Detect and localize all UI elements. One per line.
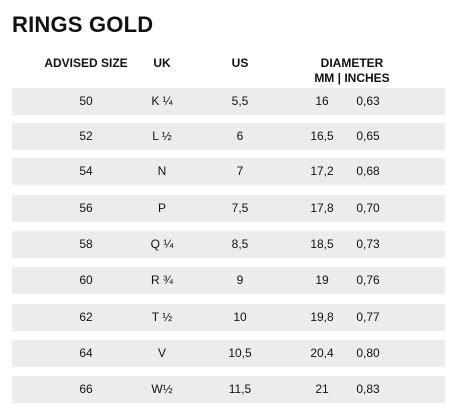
cell-us: 7,5: [231, 201, 249, 215]
cell-uk: K ¼: [151, 94, 173, 108]
header-diameter: DIAMETER: [320, 56, 384, 70]
table-row: 54 N 7 17,2 0,68: [12, 158, 445, 185]
table-row: 56 P 7,5 17,8 0,70: [12, 195, 445, 222]
cell-advised-size: 62: [79, 310, 93, 324]
cell-us: 7: [236, 164, 244, 178]
cell-uk: Q ¼: [150, 237, 174, 251]
cell-inches: 0,65: [356, 129, 380, 143]
cell-mm: 19,8: [310, 310, 334, 324]
cell-advised-size: 50: [79, 94, 93, 108]
table-row: 60 R ¾ 9 19 0,76: [12, 267, 445, 294]
cell-us: 11,5: [228, 382, 252, 396]
cell-mm: 16: [315, 94, 329, 108]
cell-mm: 20,4: [310, 346, 334, 360]
header-uk: UK: [153, 56, 171, 70]
cell-advised-size: 54: [79, 164, 93, 178]
cell-mm: 19: [315, 273, 329, 287]
cell-mm: 21: [315, 382, 329, 396]
header-us: US: [231, 56, 249, 70]
cell-mm: 16,5: [310, 129, 334, 143]
table-row: 64 V 10,5 20,4 0,80: [12, 340, 445, 367]
cell-uk: T ½: [151, 310, 173, 324]
cell-us: 5,5: [231, 94, 249, 108]
cell-advised-size: 56: [79, 201, 93, 215]
cell-inches: 0,68: [356, 164, 380, 178]
cell-us: 10: [233, 310, 247, 324]
cell-inches: 0,83: [356, 382, 380, 396]
table-row: 62 T ½ 10 19,8 0,77: [12, 304, 445, 331]
cell-inches: 0,63: [356, 94, 380, 108]
cell-mm: 17,8: [310, 201, 334, 215]
cell-uk: L ½: [152, 129, 172, 143]
cell-inches: 0,77: [356, 310, 380, 324]
cell-advised-size: 52: [79, 129, 93, 143]
table-row: 52 L ½ 6 16,5 0,65: [12, 123, 445, 150]
cell-inches: 0,73: [356, 237, 380, 251]
cell-advised-size: 66: [79, 382, 93, 396]
cell-uk: W½: [151, 382, 173, 396]
cell-mm: 17,2: [310, 164, 334, 178]
cell-uk: P: [157, 201, 166, 215]
table-row: 66 W½ 11,5 21 0,83: [12, 376, 445, 403]
cell-us: 8,5: [231, 237, 249, 251]
cell-us: 10,5: [228, 346, 252, 360]
cell-inches: 0,76: [356, 273, 380, 287]
table-row: 50 K ¼ 5,5 16 0,63: [12, 88, 445, 115]
cell-inches: 0,80: [356, 346, 380, 360]
cell-advised-size: 60: [79, 273, 93, 287]
table-row: 58 Q ¼ 8,5 18,5 0,73: [12, 231, 445, 258]
cell-uk: V: [157, 346, 166, 360]
cell-mm: 18,5: [310, 237, 334, 251]
page-title: RINGS GOLD: [12, 12, 154, 37]
cell-us: 6: [236, 129, 244, 143]
header-mm-inches: MM | INCHES: [314, 71, 390, 85]
cell-uk: N: [157, 164, 167, 178]
cell-inches: 0,70: [356, 201, 380, 215]
cell-advised-size: 58: [79, 237, 93, 251]
header-advised-size: ADVISED SIZE: [44, 56, 128, 70]
cell-us: 9: [236, 273, 244, 287]
cell-advised-size: 64: [79, 346, 93, 360]
cell-uk: R ¾: [150, 273, 173, 287]
